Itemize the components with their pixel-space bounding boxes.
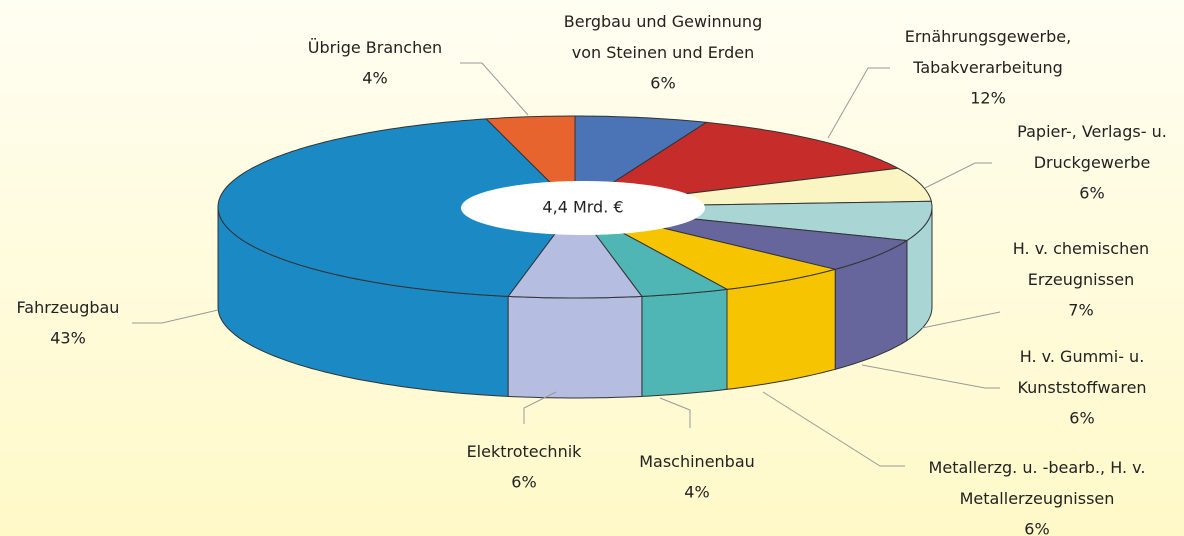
pie-slice — [574, 121, 900, 208]
label-line: von Steinen und Erden — [572, 43, 754, 62]
label-line: Erzeugnissen — [1028, 270, 1134, 289]
pie-slice — [507, 206, 643, 299]
value-label: 4% — [684, 483, 709, 502]
category-label: Bergbau und Gewinnung von Steinen und Erd… — [564, 12, 762, 62]
pie-side — [641, 288, 728, 397]
leader-line — [861, 364, 1000, 389]
category-label: Papier-, Verlags- u. Druckgewerbe — [1017, 122, 1167, 172]
label-line: Metallerzeugnissen — [960, 489, 1115, 508]
label-line: H. v. chemischen — [1013, 239, 1149, 258]
label-line: Druckgewerbe — [1034, 153, 1151, 172]
value-label: 7% — [1068, 301, 1093, 320]
leader-line — [921, 311, 1001, 329]
label-line: Übrige Branchen — [308, 38, 442, 57]
label-line: Papier-, Verlags- u. — [1017, 122, 1167, 141]
label-line: Maschinenbau — [639, 452, 755, 471]
category-label: Fahrzeugbau — [17, 298, 120, 317]
value-label: 6% — [1024, 520, 1049, 536]
label-line: Metallerzg. u. -bearb., H. v. — [929, 458, 1146, 477]
leader-line — [924, 162, 992, 189]
leader-line — [659, 397, 691, 428]
leader-line — [762, 391, 905, 467]
labels: Bergbau und Gewinnung von Steinen und Erd… — [17, 12, 1167, 536]
label-line: Bergbau und Gewinnung — [564, 12, 762, 31]
category-label: Metallerzg. u. -bearb., H. v. Metallerzeu… — [929, 458, 1146, 508]
category-label: Ernährungsgewerbe, Tabakverarbeitung — [905, 27, 1071, 77]
leader-line — [460, 62, 529, 116]
center-label: 4,4 Mrd. € — [542, 198, 623, 217]
value-label: 4% — [362, 69, 387, 88]
category-label: Maschinenbau — [639, 452, 755, 471]
center-label-bg — [461, 181, 705, 235]
label-line: Ernährungsgewerbe, — [905, 27, 1071, 46]
value-label: 43% — [50, 329, 86, 348]
value-label: 6% — [1079, 184, 1104, 203]
value-label: 12% — [970, 89, 1006, 108]
category-label: Elektrotechnik — [467, 442, 583, 461]
label-line: H. v. Gummi- u. — [1020, 347, 1145, 366]
category-label: Übrige Branchen — [308, 38, 442, 57]
value-label: 6% — [1069, 409, 1094, 428]
value-label: 6% — [511, 473, 536, 492]
label-line: Kunststoffwaren — [1017, 378, 1146, 397]
pie-tops — [217, 115, 933, 299]
value-label: 6% — [650, 74, 675, 93]
category-label: H. v. chemischen Erzeugnissen — [1013, 239, 1149, 289]
category-label: H. v. Gummi- u. Kunststoffwaren — [1017, 347, 1146, 397]
label-line: Fahrzeugbau — [17, 298, 120, 317]
leader-line — [827, 67, 890, 139]
leader-line — [132, 309, 219, 324]
label-line: Elektrotechnik — [467, 442, 583, 461]
pie-slice — [217, 118, 576, 297]
label-line: Tabakverarbeitung — [912, 58, 1063, 77]
leader-line — [523, 391, 557, 424]
pie-side — [507, 295, 643, 399]
pie-walls — [217, 206, 933, 399]
